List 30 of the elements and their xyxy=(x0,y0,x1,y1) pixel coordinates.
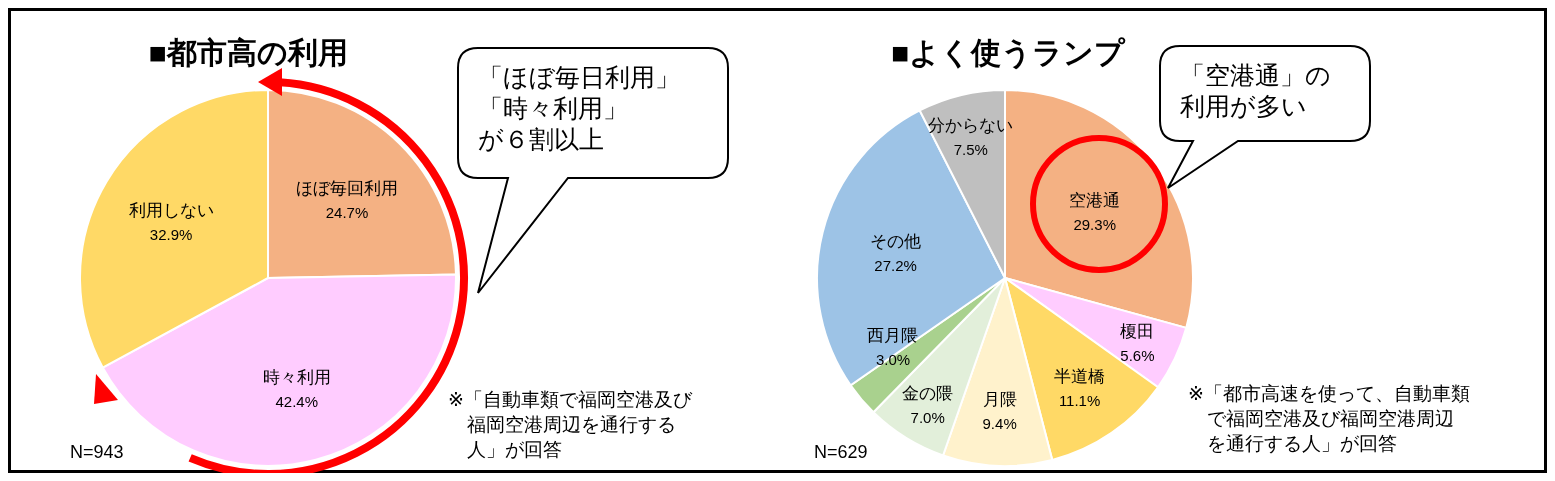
text: ※「自動車類で福岡空港及び福岡空港周辺を通行する人」が回答 xyxy=(448,389,693,460)
slice-label: その他 xyxy=(870,231,922,251)
data-label: 27.2% xyxy=(874,256,917,274)
chart-title: ■都市高の利用 xyxy=(148,36,348,69)
data-label: 3.0% xyxy=(875,350,911,368)
data-label: 29.3% xyxy=(1073,215,1116,233)
data-label: 7.5% xyxy=(953,141,988,159)
slice-label: 利用しない xyxy=(128,201,214,221)
text: N=943 xyxy=(70,442,124,462)
data-label: 32.9% xyxy=(149,226,193,244)
text: 「空港通」の利用が多い xyxy=(1180,61,1331,120)
slice-label: 分からない xyxy=(928,116,1014,136)
text: 「ほぼ毎日利用」「時々利用」が６割以上 xyxy=(478,63,680,153)
slice-label: 時々利用 xyxy=(262,368,331,388)
data-label: 9.4% xyxy=(982,415,1017,433)
text: N=629 xyxy=(814,442,868,462)
data-label: 5.6% xyxy=(1120,347,1155,364)
slice-label: 金の隈 xyxy=(902,383,954,403)
data-label: 7.0% xyxy=(910,408,945,426)
text: ※「都市高速を使って、自動車類で福岡空港及び福岡空港周辺を通行する人」が回答 xyxy=(1188,383,1470,454)
slice-label: 月隈 xyxy=(982,390,1017,410)
slice-label: 半道橋 xyxy=(1054,367,1106,387)
chart-title: ■よく使うランプ xyxy=(890,36,1127,70)
slice-label: 西月隈 xyxy=(867,325,919,345)
slice-label: ほぼ毎回利用 xyxy=(296,178,399,198)
data-label: 42.4% xyxy=(275,393,319,411)
data-label: 24.7% xyxy=(325,203,369,221)
data-label: 11.1% xyxy=(1058,392,1101,410)
slice-label: 榎田 xyxy=(1120,322,1155,341)
slice-label: 空港通 xyxy=(1069,190,1121,210)
